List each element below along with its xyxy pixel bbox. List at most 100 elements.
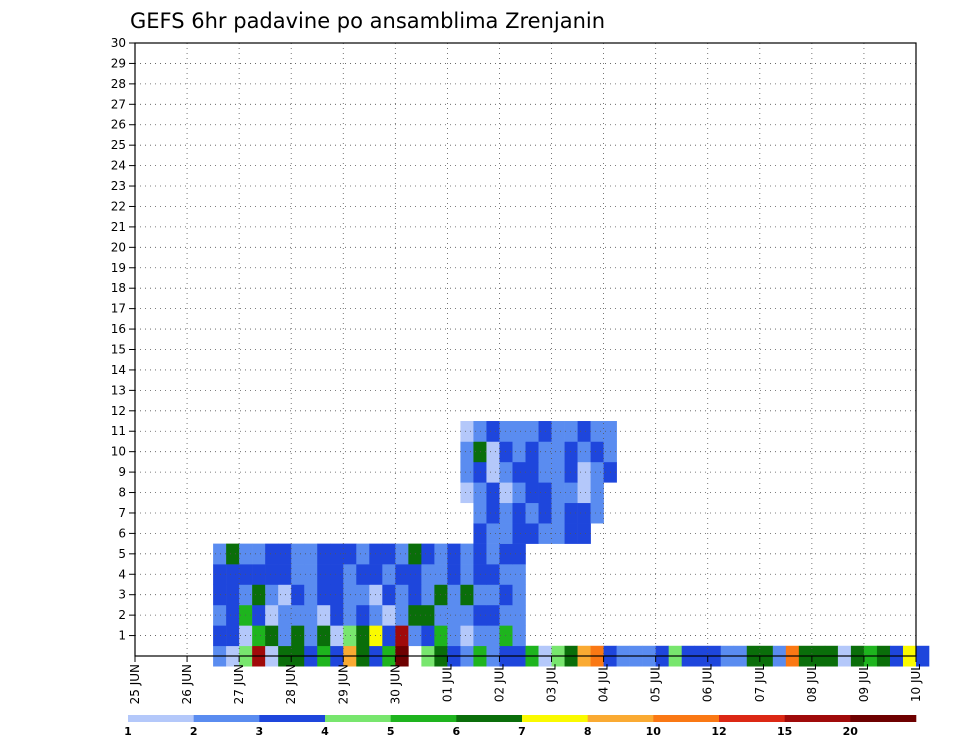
- heatmap-cell: [525, 502, 539, 524]
- x-tick-label: 25 JUN: [128, 664, 142, 704]
- heatmap-cell: [434, 625, 448, 647]
- heatmap-cell: [330, 584, 344, 606]
- y-tick-label: 1: [118, 629, 126, 643]
- y-tick-label: 16: [111, 322, 126, 336]
- heatmap-cell: [382, 625, 396, 647]
- heatmap-cell: [590, 441, 604, 463]
- heatmap-cell: [486, 441, 500, 463]
- heatmap-cell: [499, 564, 513, 585]
- heatmap-cell: [486, 482, 500, 504]
- colorbar-label: 15: [777, 725, 792, 738]
- heatmap-cell: [512, 584, 526, 606]
- y-tick-label: 5: [118, 547, 126, 561]
- heatmap-cell: [252, 625, 266, 647]
- y-tick-label: 15: [111, 343, 126, 357]
- heatmap-cell: [460, 441, 474, 463]
- heatmap-cell: [499, 502, 513, 524]
- heatmap-cell: [486, 502, 500, 524]
- heatmap-cell: [460, 625, 474, 647]
- heatmap-cell: [577, 502, 591, 524]
- x-tick-label: 01 JUL: [440, 664, 454, 702]
- heatmap-cell: [525, 421, 539, 442]
- heatmap-cell: [551, 482, 565, 504]
- heatmap-cell: [395, 564, 409, 585]
- heatmap-cell: [382, 543, 396, 565]
- heatmap-cell: [512, 625, 526, 647]
- colorbar-label: 20: [843, 725, 859, 738]
- heatmap-cell: [330, 604, 344, 626]
- heatmap-cell: [226, 564, 240, 585]
- heatmap-cell: [382, 564, 396, 585]
- heatmap-cell: [564, 482, 578, 504]
- x-tick-label: 05 JUL: [649, 664, 663, 702]
- colorbar-label: 8: [584, 725, 592, 738]
- heatmap-cell: [343, 625, 357, 647]
- heatmap-cell: [434, 584, 448, 606]
- heatmap-cell: [512, 604, 526, 626]
- y-tick-label: 13: [111, 383, 126, 397]
- heatmap-cell: [486, 564, 500, 585]
- heatmap-cell: [213, 564, 227, 585]
- heatmap-cell: [564, 502, 578, 524]
- heatmap-cell: [382, 584, 396, 606]
- heatmap-cell: [486, 523, 500, 544]
- heatmap-cell: [343, 584, 357, 606]
- y-tick-label: 20: [111, 240, 126, 254]
- y-tick-label: 21: [111, 220, 126, 234]
- y-tick-label: 12: [111, 404, 126, 418]
- heatmap-cell: [590, 421, 604, 442]
- heatmap-cell: [551, 523, 565, 544]
- x-axis-ticks: 25 JUN 26 JUN 27 JUN 28 JUN 29 JUN 30 JUN 01 J…: [128, 656, 923, 704]
- y-tick-label: 11: [111, 424, 126, 438]
- heatmap-cell: [460, 461, 474, 483]
- x-tick-label: 30 JUN: [388, 664, 402, 704]
- x-tick-label: 10 JUL: [909, 664, 923, 702]
- heatmap-cell: [317, 625, 331, 647]
- y-tick-label: 2: [118, 608, 126, 622]
- heatmap-cell: [590, 461, 604, 483]
- heatmap-cell: [382, 604, 396, 626]
- colorbar-segment: [128, 715, 194, 722]
- heatmap-cell: [356, 543, 370, 565]
- colorbar-segment: [850, 715, 917, 722]
- heatmap-cell: [421, 604, 435, 626]
- heatmap-cell: [226, 543, 240, 565]
- heatmap-cell: [525, 441, 539, 463]
- heatmap-cell: [434, 604, 448, 626]
- heatmap-cell: [265, 625, 279, 647]
- heatmap-cell: [460, 604, 474, 626]
- heatmap-cell: [278, 625, 292, 647]
- y-tick-label: 3: [118, 588, 126, 602]
- heatmap-cell: [291, 584, 305, 606]
- y-tick-label: 17: [111, 302, 126, 316]
- y-tick-label: 27: [111, 97, 126, 111]
- y-tick-label: 22: [111, 199, 126, 213]
- colorbar-label: 10: [646, 725, 662, 738]
- heatmap-cell: [317, 564, 331, 585]
- colorbar-segment: [390, 715, 457, 722]
- heatmap-cell: [512, 564, 526, 585]
- heatmap-cell: [577, 461, 591, 483]
- heatmap-cell: [512, 482, 526, 504]
- y-tick-label: 26: [111, 118, 126, 132]
- x-tick-label: 09 JUL: [857, 664, 871, 702]
- heatmap-cell: [486, 421, 500, 442]
- heatmap-cell: [278, 564, 292, 585]
- colorbar-segment: [259, 715, 326, 722]
- heatmap-cell: [421, 564, 435, 585]
- chart-title: GEFS 6hr padavine po ansamblima Zrenjani…: [130, 9, 605, 33]
- heatmap-cell: [577, 523, 591, 544]
- heatmap-cell: [278, 543, 292, 565]
- heatmap-cell: [486, 604, 500, 626]
- heatmap-cell: [226, 584, 240, 606]
- heatmap-cell: [226, 604, 240, 626]
- x-tick-label: 03 JUL: [545, 664, 559, 702]
- heatmap-cell: [213, 584, 227, 606]
- heatmap-cell: [291, 625, 305, 647]
- colorbar-segment: [653, 715, 720, 722]
- heatmap-cell: [291, 564, 305, 585]
- heatmap-cell: [213, 604, 227, 626]
- y-tick-label: 23: [111, 179, 126, 193]
- grid-lines: [135, 43, 916, 656]
- x-tick-label: 04 JUL: [597, 664, 611, 702]
